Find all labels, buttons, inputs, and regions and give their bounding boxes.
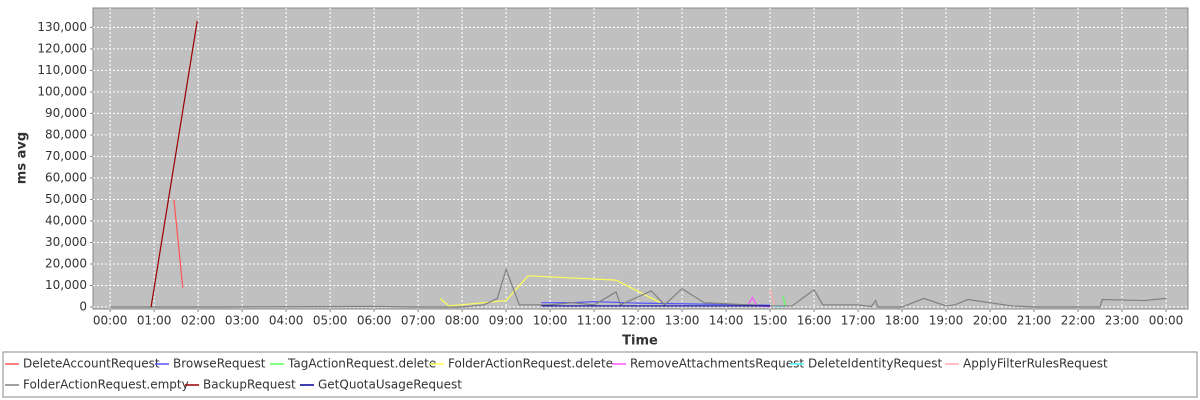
- x-tick-label: 21:00: [1017, 314, 1052, 328]
- legend-label: RemoveAttachmentsRequest: [630, 357, 804, 371]
- y-tick-label: 90,000: [45, 106, 87, 120]
- x-axis-label: Time: [622, 334, 658, 349]
- legend: [2, 351, 1198, 398]
- series-line: [110, 267, 1167, 308]
- y-axis-label: ms avg: [15, 132, 30, 184]
- y-tick-label: 50,000: [45, 192, 87, 206]
- x-tick-label: 03:00: [225, 314, 260, 328]
- x-tick-label: 18:00: [885, 314, 920, 328]
- x-tick-label: 01:00: [137, 314, 172, 328]
- x-tick-label: 09:00: [489, 314, 524, 328]
- y-tick-label: 100,000: [37, 84, 87, 98]
- legend-label: BrowseRequest: [173, 357, 266, 371]
- series-line: [782, 296, 787, 308]
- y-tick-label: 80,000: [45, 127, 87, 141]
- x-tick-label: 08:00: [445, 314, 480, 328]
- legend-label: BackupRequest: [203, 378, 296, 392]
- plot-area: [92, 7, 1189, 310]
- x-tick-label: 04:00: [269, 314, 304, 328]
- y-tick-label: 110,000: [37, 63, 87, 77]
- y-tick-label: 20,000: [45, 256, 87, 270]
- x-tick-label: 02:00: [181, 314, 216, 328]
- x-tick-label: 13:00: [665, 314, 700, 328]
- x-tick-label: 14:00: [709, 314, 744, 328]
- x-tick-label: 05:00: [313, 314, 348, 328]
- x-tick-label: 11:00: [577, 314, 612, 328]
- x-tick-label: 00:00: [1149, 314, 1184, 328]
- y-tick-label: 60,000: [45, 170, 87, 184]
- x-tick-label: 10:00: [533, 314, 568, 328]
- y-tick-label: 40,000: [45, 213, 87, 227]
- legend-label: DeleteAccountRequest: [23, 357, 160, 371]
- x-tick-label: 19:00: [929, 314, 964, 328]
- legend-label: FolderActionRequest.delete: [448, 357, 613, 371]
- x-tick-label: 16:00: [797, 314, 832, 328]
- legend-label: ApplyFilterRulesRequest: [963, 357, 1108, 371]
- y-tick-label: 120,000: [37, 41, 87, 55]
- y-tick-label: 10,000: [45, 278, 87, 292]
- x-tick-label: 07:00: [401, 314, 436, 328]
- legend-label: FolderActionRequest.empty: [23, 378, 189, 392]
- x-tick-label: 06:00: [357, 314, 392, 328]
- legend-label: GetQuotaUsageRequest: [318, 378, 462, 392]
- legend-label: TagActionRequest.delete: [287, 357, 436, 371]
- series-line: [150, 20, 198, 308]
- y-tick-label: 130,000: [37, 20, 87, 34]
- legend-label: DeleteIdentityRequest: [808, 357, 942, 371]
- x-tick-label: 15:00: [753, 314, 788, 328]
- y-tick-label: 0: [79, 300, 87, 314]
- x-tick-label: 00:00: [93, 314, 128, 328]
- series-line: [769, 289, 776, 307]
- y-tick-label: 30,000: [45, 235, 87, 249]
- x-tick-label: 17:00: [841, 314, 876, 328]
- x-tick-label: 12:00: [621, 314, 656, 328]
- series-line: [439, 275, 661, 307]
- y-tick-label: 70,000: [45, 149, 87, 163]
- x-tick-label: 20:00: [973, 314, 1008, 328]
- x-tick-label: 23:00: [1105, 314, 1140, 328]
- series-line: [173, 199, 184, 288]
- x-tick-label: 22:00: [1061, 314, 1096, 328]
